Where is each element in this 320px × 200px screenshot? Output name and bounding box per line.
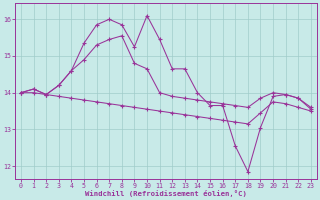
X-axis label: Windchill (Refroidissement éolien,°C): Windchill (Refroidissement éolien,°C) — [85, 190, 247, 197]
